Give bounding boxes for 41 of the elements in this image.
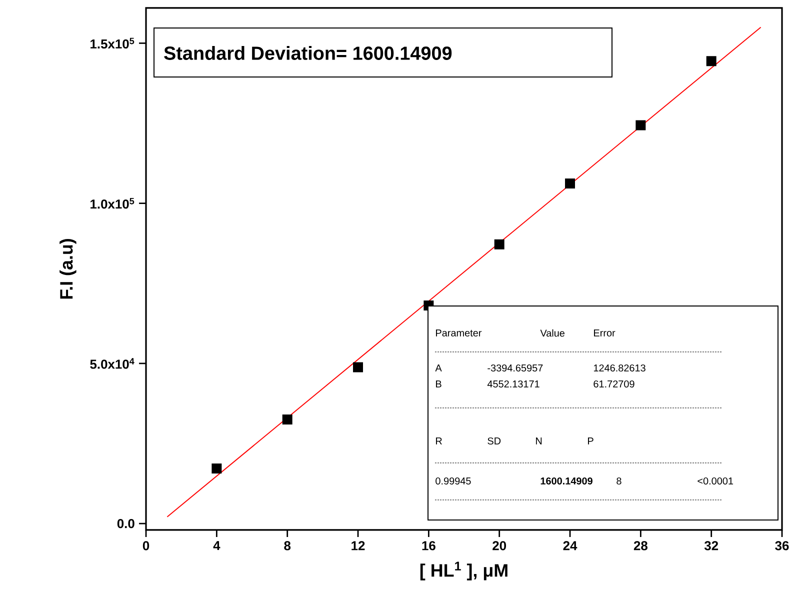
- annotation: Error: [594, 330, 616, 336]
- y-axis-title: F.I (a.u): [60, 239, 76, 299]
- annotation: SD: [488, 437, 501, 445]
- x-tick-label: 8: [284, 541, 291, 550]
- x-tick-label: 12: [352, 541, 365, 550]
- annotation: <0.0001: [698, 477, 734, 485]
- x-tick-label: 4: [213, 541, 220, 550]
- annotation: -3394.65957: [488, 364, 543, 372]
- x-tick-label: 32: [704, 541, 718, 550]
- y-tick-label: 5.0x10$^{4}$: [90, 358, 134, 369]
- annotation: 8: [616, 477, 622, 485]
- annotation: Parameter: [436, 330, 482, 336]
- y-tick-label: 1.5x10$^{5}$: [90, 38, 134, 49]
- y-tick-label: 0.0: [117, 518, 134, 528]
- annotation: 0.99945: [436, 477, 471, 485]
- y-tick-label: 1.0x10$^{5}$: [90, 198, 134, 209]
- annotation: Standard Deviation= 1600.14909: [164, 46, 452, 60]
- annotation: 4552.13171: [487, 380, 540, 388]
- point: [282, 414, 292, 424]
- point: [706, 56, 716, 66]
- annotation: P: [588, 438, 594, 444]
- x-tick-label: 24: [563, 541, 578, 550]
- point: [636, 120, 646, 130]
- annotation: A: [435, 364, 442, 372]
- annotation: R: [436, 438, 442, 444]
- x-tick-label: 0: [142, 541, 150, 550]
- point: [494, 239, 504, 250]
- annotation: Value: [540, 329, 564, 337]
- annotation: 1246.82613: [594, 364, 646, 372]
- x-tick-label: 36: [775, 541, 789, 550]
- annotation: 1600.14909: [540, 477, 592, 485]
- x-axis-title: [ HL$^{1}$ ], μM: [420, 562, 508, 580]
- point: [212, 463, 222, 474]
- annotation: N: [536, 438, 542, 444]
- x-tick-label: 20: [492, 541, 506, 550]
- x-tick-label: 16: [422, 541, 436, 550]
- annotation: 61.72709: [594, 380, 634, 388]
- point: [353, 362, 364, 372]
- annotation: B: [436, 380, 442, 388]
- x-tick-label: 28: [634, 541, 648, 550]
- point: [565, 178, 576, 188]
